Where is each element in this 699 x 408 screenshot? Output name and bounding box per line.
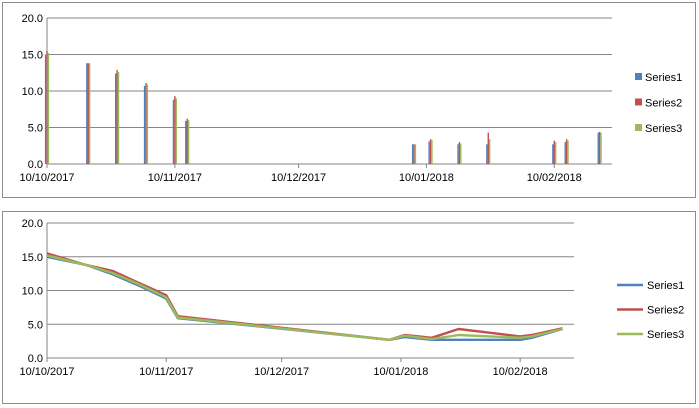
bar-series3 bbox=[488, 139, 491, 164]
bar-series3 bbox=[175, 98, 177, 164]
y-tick-label: 20.0 bbox=[22, 218, 43, 230]
bar-series3 bbox=[414, 144, 417, 164]
legend-swatch-series1 bbox=[635, 73, 642, 80]
x-tick-label: 10/02/2018 bbox=[527, 172, 582, 184]
legend-label-series1: Series1 bbox=[647, 280, 684, 292]
legend-swatch-series3 bbox=[635, 124, 642, 131]
legend-label-series1: Series1 bbox=[645, 72, 682, 84]
bar-chart-panel[interactable]: 0.0 5.0 10.0 15.0 20.0 10/10/2017 10/11/2017 10… bbox=[2, 2, 696, 198]
bar-series2 bbox=[553, 140, 555, 164]
bar-series3 bbox=[47, 53, 50, 164]
x-tick-label: 10/10/2017 bbox=[19, 366, 74, 378]
bar-series2 bbox=[174, 96, 176, 164]
bar-series1 bbox=[486, 144, 488, 164]
legend-label-series2: Series2 bbox=[647, 305, 684, 317]
x-tick-label: 10/12/2017 bbox=[254, 366, 309, 378]
y-tick-label: 15.0 bbox=[22, 50, 43, 62]
bar-chart-svg: 0.0 5.0 10.0 15.0 20.0 10/10/2017 10/11/2017 10… bbox=[19, 13, 682, 184]
bar-series2 bbox=[87, 63, 89, 165]
x-tick-label: 10/12/2017 bbox=[271, 172, 326, 184]
line-series2 bbox=[46, 252, 563, 342]
bar-series1 bbox=[44, 54, 47, 164]
x-tick-label: 10/11/2017 bbox=[148, 172, 202, 184]
line-series3 bbox=[46, 254, 563, 342]
y-tick-label: 15.0 bbox=[22, 252, 43, 264]
bar-series3 bbox=[431, 139, 433, 164]
x-tick-label: 10/11/2017 bbox=[139, 366, 193, 378]
line-chart-panel[interactable]: 0.0 5.0 10.0 15.0 20.0 10/10/2017 10/11/2017 10… bbox=[2, 211, 696, 404]
bar-series3 bbox=[600, 132, 602, 164]
bar-series2 bbox=[186, 118, 188, 164]
bar-series1 bbox=[564, 142, 566, 164]
y-tick-label: 5.0 bbox=[28, 123, 43, 135]
bar-series3 bbox=[117, 72, 120, 164]
y-tick-label: 0.0 bbox=[28, 159, 43, 171]
bar-series2 bbox=[598, 131, 601, 164]
bar-series2 bbox=[145, 82, 147, 164]
bar-series1 bbox=[428, 141, 430, 164]
bar-series3 bbox=[187, 120, 190, 164]
y-tick-label: 20.0 bbox=[22, 13, 43, 25]
bar-series2 bbox=[413, 144, 415, 164]
bar-series2 bbox=[565, 139, 568, 164]
y-tick-label: 10.0 bbox=[22, 86, 43, 98]
bar-series2 bbox=[116, 69, 118, 164]
bar-series2 bbox=[46, 50, 48, 164]
bar-series2 bbox=[487, 132, 489, 164]
x-tick-label: 10/02/2018 bbox=[493, 366, 548, 378]
bar-series3 bbox=[554, 142, 557, 164]
legend-swatch-series2 bbox=[635, 98, 642, 106]
bar-series1 bbox=[411, 144, 414, 164]
bar-series1 bbox=[457, 144, 459, 164]
line-series1 bbox=[46, 255, 563, 342]
bar-series1 bbox=[143, 85, 146, 164]
y-tick-label: 5.0 bbox=[28, 319, 43, 331]
bar-series1 bbox=[172, 99, 175, 164]
x-tick-label: 10/01/2018 bbox=[373, 366, 428, 378]
bar-series2 bbox=[429, 139, 432, 164]
y-tick-label: 0.0 bbox=[28, 353, 43, 365]
bar-series3 bbox=[88, 63, 91, 165]
bar-series2 bbox=[458, 142, 461, 164]
bar-series1 bbox=[597, 132, 599, 164]
legend-label-series2: Series2 bbox=[645, 98, 682, 110]
legend-label-series3: Series3 bbox=[647, 329, 684, 341]
y-tick-label: 10.0 bbox=[22, 286, 43, 298]
x-tick-label: 10/10/2017 bbox=[19, 172, 74, 184]
bar-series3 bbox=[146, 84, 149, 164]
x-tick-label: 10/01/2018 bbox=[399, 172, 454, 184]
bar-series3 bbox=[460, 143, 462, 164]
legend-label-series3: Series3 bbox=[645, 123, 682, 135]
bar-series1 bbox=[552, 144, 554, 164]
line-chart-svg: 0.0 5.0 10.0 15.0 20.0 10/10/2017 10/11/2017 10… bbox=[19, 218, 684, 378]
bar-series3 bbox=[567, 140, 569, 164]
bar-series1 bbox=[115, 73, 117, 164]
bar-series1 bbox=[86, 63, 88, 165]
bar-series1 bbox=[185, 120, 187, 164]
